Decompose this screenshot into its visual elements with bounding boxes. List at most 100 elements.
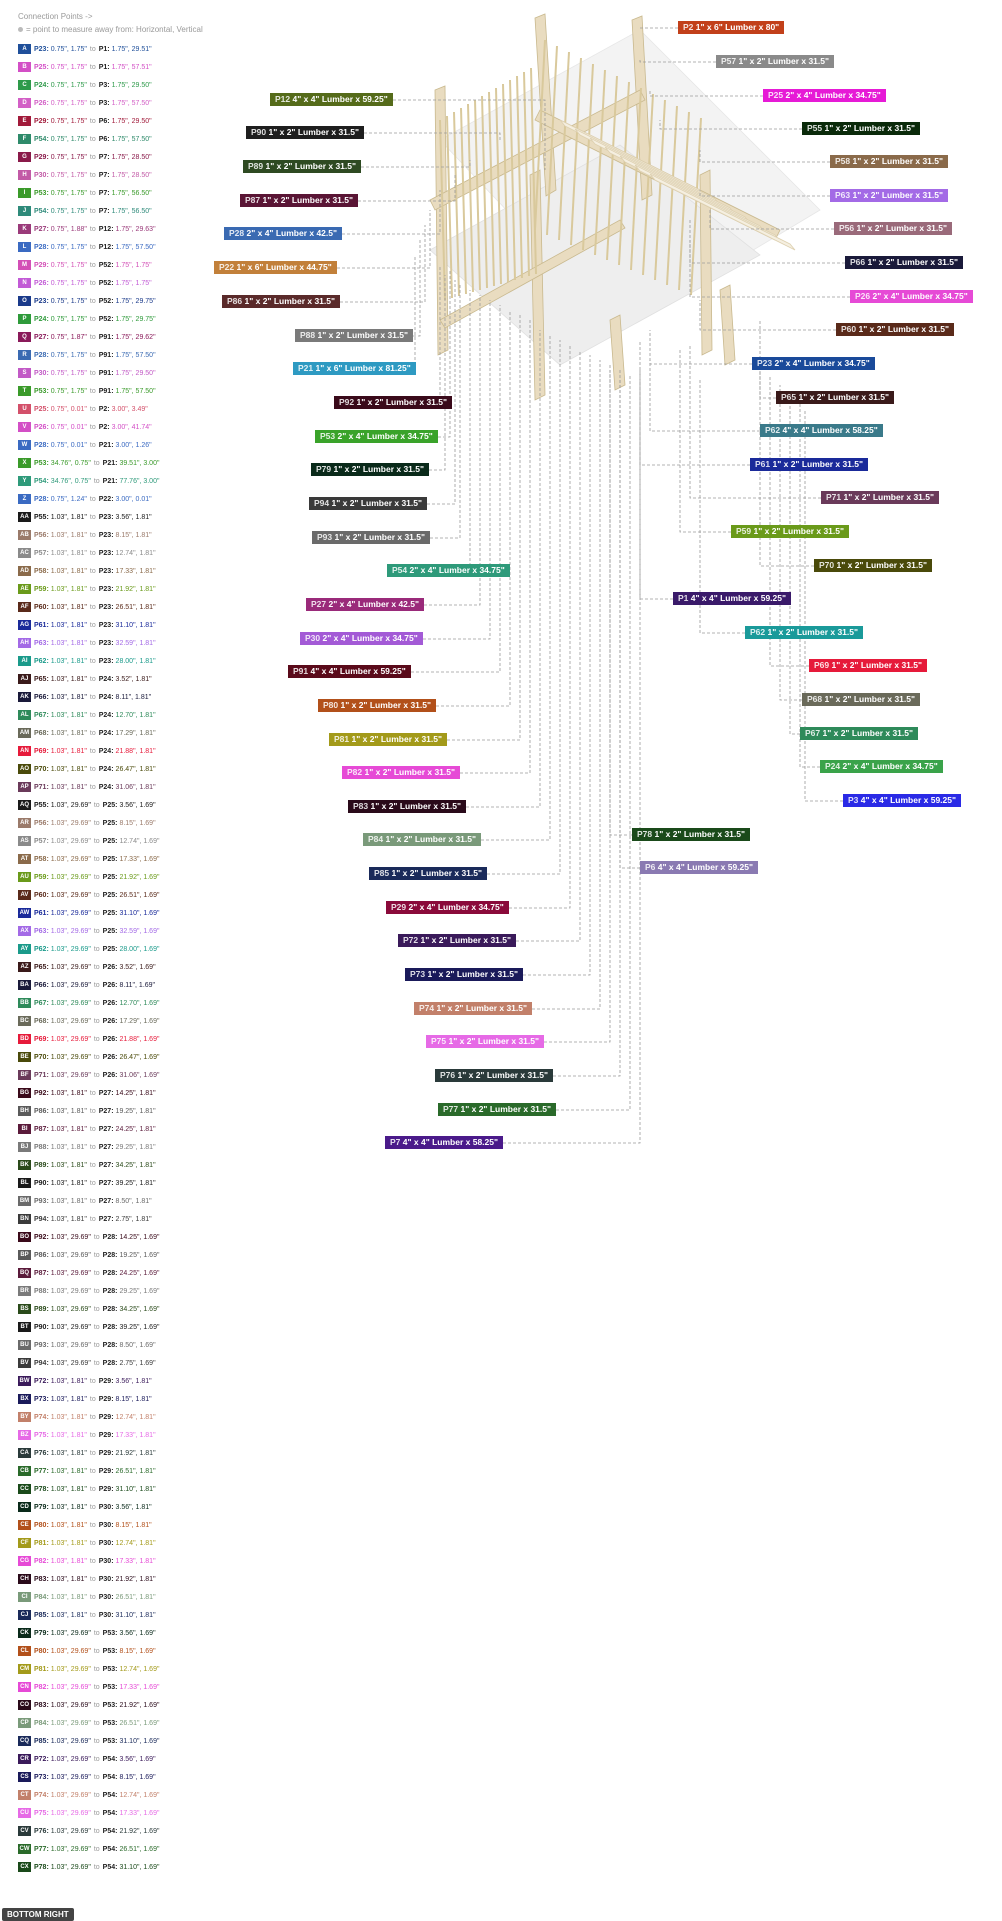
to-word: to: [93, 1054, 100, 1061]
to-word: to: [89, 46, 96, 53]
from-part: P80:: [34, 1648, 49, 1655]
to-word: to: [93, 1072, 100, 1079]
part-label: P21 1" x 6" Lumber x 81.25": [293, 362, 416, 375]
part-label: P87 1" x 2" Lumber x 31.5": [240, 194, 359, 207]
to-part: P28:: [102, 1306, 118, 1313]
leader-line: [361, 160, 471, 168]
from-part: P57:: [34, 838, 49, 845]
slat: [488, 91, 495, 287]
from-value: 1.03", 29.69": [50, 910, 91, 917]
connection-badge: AK: [18, 692, 31, 703]
from-value: 1.03", 1.81": [50, 748, 87, 755]
to-value: 3.00", 41.74": [111, 424, 152, 431]
part-description: 1" x 2" Lumber x 31.5": [317, 330, 409, 340]
part-id: P89: [248, 161, 264, 171]
from-part: P73:: [34, 1396, 49, 1403]
connection-badge: CU: [18, 1808, 31, 1819]
from-value: 1.03", 29.69": [50, 1648, 91, 1655]
from-part: P65:: [34, 676, 49, 683]
part-id: P62: [765, 425, 781, 435]
to-part: P26:: [102, 1054, 118, 1061]
to-word: to: [89, 1090, 96, 1097]
from-value: 0.75", 1.75": [50, 262, 87, 269]
to-part: P6:: [98, 118, 110, 125]
connection-row: U P25: 0.75", 0.01" to P2: 3.00", 3.49": [18, 404, 148, 416]
to-word: to: [93, 1720, 100, 1727]
from-part: P28:: [34, 352, 49, 359]
part-label: P69 1" x 2" Lumber x 31.5": [809, 659, 928, 672]
to-word: to: [93, 1756, 100, 1763]
from-part: P69:: [34, 748, 49, 755]
connection-badge: Z: [18, 494, 31, 505]
part-id: P66: [850, 257, 866, 267]
to-word: to: [89, 298, 96, 305]
connection-row: AY P62: 1.03", 29.69" to P25: 28.00", 1.69": [18, 944, 159, 956]
from-value: 1.03", 1.81": [50, 1594, 87, 1601]
connection-badge: U: [18, 404, 31, 415]
bottom-right-button[interactable]: BOTTOM RIGHT: [2, 1908, 74, 1921]
to-part: P53:: [102, 1666, 118, 1673]
connection-badge: AZ: [18, 962, 31, 973]
connection-badge: CQ: [18, 1736, 31, 1747]
connection-badge: CE: [18, 1520, 31, 1531]
to-value: 39.51", 3.00": [119, 460, 160, 467]
part-label: P53 2" x 4" Lumber x 34.75": [315, 430, 438, 443]
part-description: 1" x 2" Lumber x 31.5": [364, 767, 456, 777]
to-word: to: [93, 1684, 100, 1691]
to-part: P52:: [98, 262, 114, 269]
connection-badge: CA: [18, 1448, 31, 1459]
from-part: P25:: [34, 64, 49, 71]
to-word: to: [89, 226, 96, 233]
connection-row: AN P69: 1.03", 1.81" to P24: 21.88", 1.81": [18, 746, 156, 758]
leader-line: [689, 345, 821, 499]
from-part: P86:: [34, 1252, 49, 1259]
from-value: 1.03", 29.69": [50, 1666, 91, 1673]
from-value: 1.03", 29.69": [50, 1234, 91, 1241]
from-value: 1.03", 29.69": [50, 1288, 91, 1295]
part-label: P89 1" x 2" Lumber x 31.5": [243, 160, 362, 173]
to-word: to: [89, 64, 96, 71]
from-value: 0.75", 1.75": [50, 64, 87, 71]
part-label: P62 4" x 4" Lumber x 58.25": [760, 424, 883, 437]
part-label: P27 2" x 4" Lumber x 42.5": [306, 598, 425, 611]
to-value: 3.56", 1.81": [115, 1378, 152, 1385]
from-part: P77:: [34, 1468, 49, 1475]
to-value: 39.25", 1.69": [119, 1324, 160, 1331]
to-value: 1.75", 29.50": [111, 82, 152, 89]
connection-badge: AJ: [18, 674, 31, 685]
leader-line: [427, 280, 456, 505]
to-word: to: [93, 1000, 100, 1007]
to-part: P22:: [98, 496, 114, 503]
connection-badge: CM: [18, 1664, 31, 1675]
part-id: P77: [443, 1104, 459, 1114]
from-value: 1.03", 1.81": [50, 784, 87, 791]
slat: [516, 75, 523, 279]
part-id: P25: [768, 90, 784, 100]
to-part: P24:: [98, 766, 114, 773]
to-word: to: [89, 1396, 96, 1403]
connection-badge: BG: [18, 1088, 31, 1099]
connection-row: BO P92: 1.03", 29.69" to P28: 14.25", 1.69": [18, 1232, 159, 1244]
connection-badge: BU: [18, 1340, 31, 1351]
from-part: P78:: [34, 1486, 49, 1493]
from-value: 1.03", 1.81": [50, 1522, 87, 1529]
to-value: 1.75", 29.62": [115, 334, 156, 341]
connection-row: D P26: 0.75", 1.75" to P3: 1.75", 57.50": [18, 98, 152, 110]
from-part: P24:: [34, 316, 49, 323]
connection-row: AT P58: 1.03", 29.69" to P25: 17.33", 1.69": [18, 854, 159, 866]
part-label: P84 1" x 2" Lumber x 31.5": [363, 833, 482, 846]
from-part: P83:: [34, 1576, 49, 1583]
to-part: P26:: [102, 964, 118, 971]
part-label: P66 1" x 2" Lumber x 31.5": [845, 256, 964, 269]
from-value: 1.03", 1.81": [50, 1540, 87, 1547]
connection-badge: AO: [18, 764, 31, 775]
connection-row: CS P73: 1.03", 29.69" to P54: 8.15", 1.69": [18, 1772, 156, 1784]
part-label: P55 1" x 2" Lumber x 31.5": [802, 122, 921, 135]
leader-line: [423, 300, 491, 640]
part-id: P6: [645, 862, 656, 872]
to-word: to: [93, 1702, 100, 1709]
part-label: P7 4" x 4" Lumber x 58.25": [385, 1136, 504, 1149]
from-part: P75:: [34, 1432, 49, 1439]
part-id: P28: [229, 228, 245, 238]
to-part: P29:: [98, 1414, 114, 1421]
